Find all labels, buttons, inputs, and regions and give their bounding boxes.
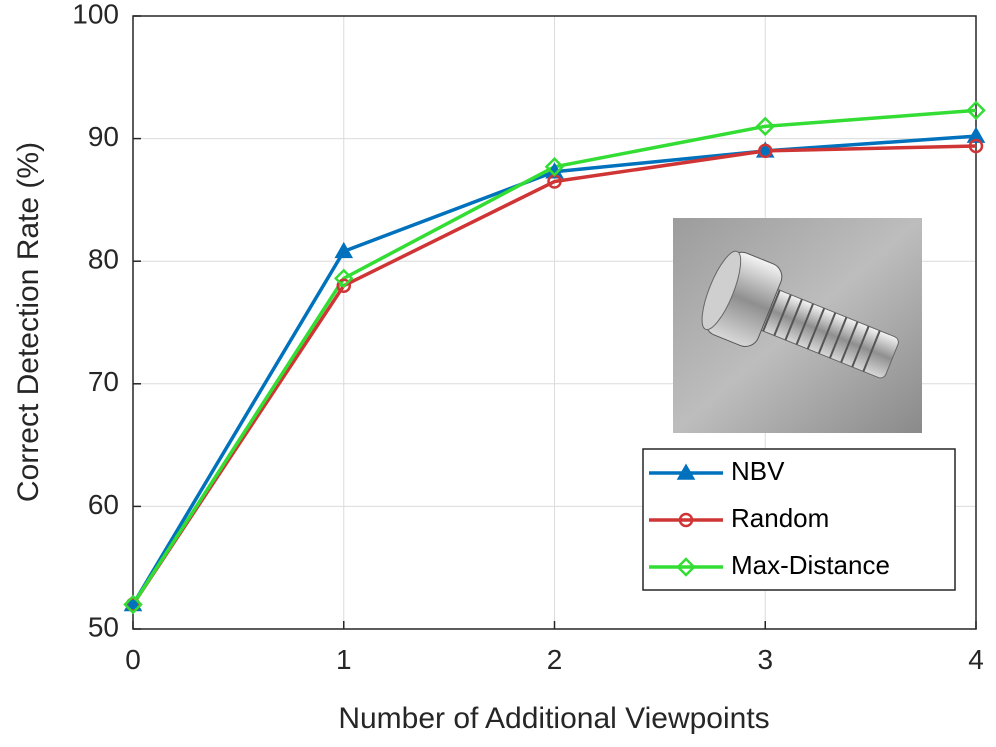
data-layer	[123, 100, 986, 615]
marker	[966, 100, 986, 121]
legend-label: NBV	[731, 456, 785, 486]
y-tick-label: 100	[72, 0, 119, 29]
marker	[336, 278, 351, 293]
bolt-thread	[762, 289, 881, 372]
y-tick-label: 60	[88, 489, 119, 520]
marker	[758, 143, 773, 159]
x-tick-label: 2	[547, 644, 563, 675]
y-tick-label: 50	[88, 611, 119, 642]
y-axis-label: Correct Detection Rate (%)	[12, 142, 45, 502]
legend: NBV Random Max-Distance	[642, 448, 956, 591]
x-tick-label: 1	[336, 644, 352, 675]
marker	[755, 116, 776, 137]
x-tick-label: 0	[125, 644, 141, 675]
marker	[676, 463, 696, 480]
marker	[676, 557, 696, 577]
marker	[334, 241, 354, 259]
photo-inset	[673, 218, 922, 433]
x-axis-label: Number of Additional Viewpoints	[338, 702, 769, 735]
series-line	[131, 144, 977, 606]
x-tick-label: 3	[757, 644, 773, 675]
bolt-head-top	[701, 250, 742, 331]
marker	[123, 594, 143, 615]
marker	[678, 512, 694, 528]
legend-label: Random	[731, 503, 829, 533]
y-tick-label: 80	[88, 244, 119, 275]
plot-frame	[132, 15, 977, 630]
legend-label: Max-Distance	[731, 550, 890, 580]
y-tick-label: 70	[88, 366, 119, 397]
x-tick-label: 4	[968, 644, 984, 675]
bolt	[701, 250, 899, 379]
marker	[544, 157, 565, 177]
y-tick-label: 90	[88, 121, 119, 152]
marker	[125, 597, 141, 612]
marker	[966, 126, 986, 143]
marker	[968, 138, 984, 154]
marker	[333, 268, 354, 289]
